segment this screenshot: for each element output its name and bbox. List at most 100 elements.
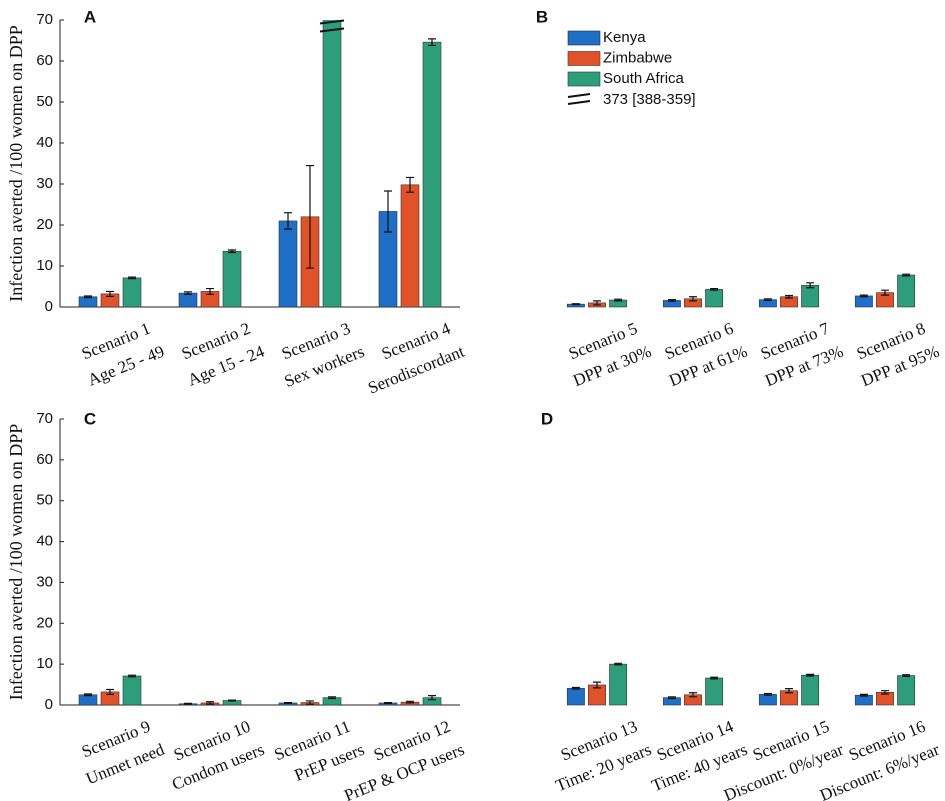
bar [705, 289, 724, 308]
y-tick-label: 10 [36, 655, 53, 672]
error-bar [184, 291, 192, 295]
error-bar [593, 300, 601, 306]
error-bar [785, 294, 793, 299]
panel-letter: D [541, 409, 553, 428]
error-bar [593, 681, 601, 689]
y-tick-label: 0 [45, 298, 53, 315]
y-tick-label: 20 [36, 614, 53, 631]
y-tick-label: 0 [45, 696, 53, 713]
y-tick-label: 50 [36, 93, 53, 110]
y-axis-label: Infection averted /100 women on DPP [6, 25, 26, 301]
legend-swatch [567, 71, 601, 87]
error-bar [428, 695, 436, 701]
bar [801, 674, 820, 706]
error-bar [384, 190, 392, 233]
legend-swatch [567, 51, 601, 66]
y-tick-label: 40 [36, 533, 53, 550]
error-bar [128, 674, 136, 678]
error-bar [306, 700, 314, 705]
error-bar [859, 294, 868, 298]
error-bar [667, 696, 676, 700]
y-tick-label: 30 [36, 573, 53, 590]
error-bar [881, 289, 889, 296]
y-tick-label: 70 [36, 11, 53, 28]
legend-label: South Africa [603, 70, 685, 87]
axis-break [319, 27, 345, 33]
error-bar [689, 296, 697, 302]
error-bar [571, 686, 580, 690]
error-bar [763, 298, 772, 302]
bar [897, 675, 916, 706]
bar [854, 295, 873, 308]
y-tick-label: 20 [36, 216, 53, 233]
error-bar [902, 273, 911, 277]
error-bar [206, 701, 214, 705]
panel-letter: B [536, 7, 548, 26]
error-bar [84, 295, 92, 299]
error-bar [667, 299, 676, 302]
bar [78, 296, 98, 308]
bar [122, 277, 142, 308]
error-bar [881, 690, 889, 695]
bar [78, 694, 98, 706]
bar [222, 250, 242, 308]
bar [422, 41, 442, 308]
bar [897, 274, 916, 308]
error-bar [614, 662, 623, 666]
y-tick-label: 10 [36, 257, 53, 274]
error-bar [785, 688, 793, 694]
error-bar [614, 298, 623, 302]
y-tick-label: 50 [36, 492, 53, 509]
bar [801, 284, 820, 308]
error-bar [284, 701, 292, 704]
error-bar [902, 674, 911, 677]
y-tick-label: 70 [36, 410, 53, 427]
y-tick-label: 60 [36, 52, 53, 69]
bar [400, 184, 420, 308]
error-bar [428, 38, 436, 47]
y-axis-label: Infection averted /100 women on DPP [6, 424, 26, 700]
error-bar [384, 701, 392, 704]
error-bar [106, 290, 114, 297]
bar [854, 694, 873, 706]
error-bar [406, 176, 414, 193]
error-bar [806, 673, 815, 677]
y-tick-label: 30 [36, 175, 53, 192]
error-bar [184, 702, 192, 705]
axis-break [319, 19, 345, 25]
error-bar [306, 164, 314, 269]
error-bar [571, 303, 580, 306]
error-bar [128, 276, 136, 280]
error-bar [206, 287, 214, 295]
bar [178, 292, 198, 308]
y-tick-label: 60 [36, 451, 53, 468]
bar [566, 687, 585, 706]
panel-letter: A [84, 7, 96, 26]
break-annotation: 373 [388-359] [603, 91, 696, 108]
bar [322, 20, 342, 308]
legend-label: Kenya [603, 29, 646, 46]
error-bar [710, 287, 719, 291]
error-bar [710, 676, 719, 680]
error-bar [806, 282, 815, 289]
panel-letter: C [84, 409, 96, 428]
error-bar [284, 212, 292, 230]
error-bar [328, 696, 336, 700]
error-bar [689, 692, 697, 698]
y-tick-label: 40 [36, 134, 53, 151]
bar [705, 677, 724, 706]
bar [122, 675, 142, 706]
break-symbol [567, 93, 591, 105]
error-bar [106, 688, 114, 695]
legend-swatch [567, 30, 601, 46]
bar [609, 663, 628, 706]
bar [278, 220, 298, 308]
error-bar [84, 693, 92, 697]
error-bar [763, 692, 772, 696]
error-bar [228, 699, 236, 702]
error-bar [228, 249, 236, 254]
error-bar [406, 700, 414, 704]
bar [758, 694, 777, 706]
legend-label: Zimbabwe [603, 49, 672, 66]
